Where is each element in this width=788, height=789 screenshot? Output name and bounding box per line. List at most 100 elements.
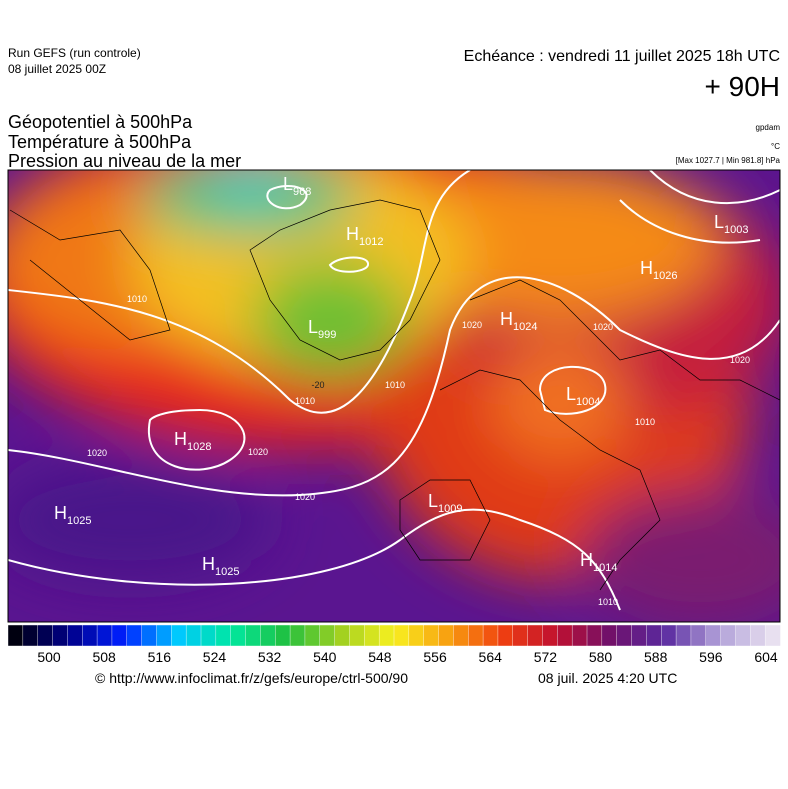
colorbar-tick-label: 572 bbox=[534, 649, 558, 665]
colorbar-tick-label: 596 bbox=[699, 649, 723, 665]
isobar-label: 1010 bbox=[295, 396, 315, 406]
center-value: 968 bbox=[293, 186, 311, 198]
pressure-center: H1024 bbox=[500, 309, 537, 333]
center-value: 1025 bbox=[215, 566, 239, 578]
colorbar-swatch bbox=[646, 624, 662, 647]
run-date: 08 juillet 2025 00Z bbox=[8, 62, 106, 76]
colorbar-swatch bbox=[453, 624, 469, 647]
colorbar-swatch bbox=[423, 624, 440, 647]
pressure-center: H1028 bbox=[174, 429, 211, 453]
colorbar-tick-label: 532 bbox=[258, 649, 282, 665]
map-frame bbox=[7, 169, 781, 623]
center-value: 1014 bbox=[593, 562, 617, 574]
pressure-center: H1025 bbox=[202, 554, 239, 578]
colorbar-swatch bbox=[22, 624, 39, 647]
colorbar-swatch bbox=[156, 624, 173, 647]
field-name: Température à 500hPa bbox=[8, 132, 192, 152]
colorbar-swatch bbox=[185, 624, 202, 647]
colorbar-swatch bbox=[126, 624, 143, 647]
colorbar-swatch bbox=[720, 624, 737, 647]
colorbar-tick-label: 540 bbox=[313, 649, 337, 665]
colorbar-swatch bbox=[601, 624, 618, 647]
colorbar-swatch bbox=[141, 624, 158, 647]
colorbar-swatch bbox=[230, 624, 247, 647]
colorbar-swatch bbox=[571, 624, 588, 647]
colorbar-tick-label: 508 bbox=[92, 649, 116, 665]
colorbar-swatch bbox=[111, 624, 128, 647]
field-name: Géopotentiel à 500hPa bbox=[8, 112, 193, 132]
center-value: 1012 bbox=[359, 236, 383, 248]
colorbar-swatch bbox=[260, 624, 276, 647]
colorbar-swatch bbox=[364, 624, 380, 647]
pressure-center: H1014 bbox=[580, 550, 617, 574]
isobar-label: 1020 bbox=[593, 322, 613, 332]
center-value: 1026 bbox=[653, 270, 677, 282]
center-kind: H bbox=[500, 309, 513, 329]
colorbar-tick-label: 588 bbox=[644, 649, 668, 665]
colorbar-tick-label: 564 bbox=[479, 649, 503, 665]
center-value: 1028 bbox=[187, 441, 211, 453]
center-kind: L bbox=[714, 212, 724, 232]
colorbar-tick-label: 604 bbox=[754, 649, 778, 665]
pressure-center: L1003 bbox=[714, 212, 749, 236]
isobar-label: 1010 bbox=[635, 417, 655, 427]
isobar-label: 1010 bbox=[598, 597, 618, 607]
lead-time: + 90H bbox=[705, 71, 781, 102]
pressure-center: L1009 bbox=[428, 491, 463, 515]
colorbar-swatch bbox=[52, 624, 69, 647]
colorbar-swatch bbox=[631, 624, 648, 647]
colorbar-swatch bbox=[37, 624, 54, 647]
pressure-center: H1026 bbox=[640, 258, 677, 282]
center-kind: L bbox=[428, 491, 438, 511]
timestamp: 08 juil. 2025 4:20 UTC bbox=[538, 670, 677, 686]
run-label: Run GEFS (run controle) bbox=[8, 46, 141, 60]
center-value: 1024 bbox=[513, 321, 537, 333]
colorbar-swatch bbox=[438, 624, 455, 647]
colorbar-swatch bbox=[378, 624, 395, 647]
colorbar-swatch bbox=[215, 624, 232, 647]
isobar-label: -20 bbox=[311, 380, 324, 390]
colorbar-swatch bbox=[512, 624, 529, 647]
map bbox=[8, 170, 780, 622]
center-kind: H bbox=[580, 550, 593, 570]
center-kind: L bbox=[308, 317, 318, 337]
isobar-label: 1020 bbox=[87, 448, 107, 458]
center-kind: L bbox=[566, 384, 576, 404]
center-value: 1004 bbox=[576, 396, 600, 408]
colorbar-swatch bbox=[750, 624, 766, 647]
colorbar-swatch bbox=[690, 624, 707, 647]
colorbar-swatch bbox=[7, 624, 24, 647]
pressure-center: H1025 bbox=[54, 503, 91, 527]
colorbar-swatch bbox=[393, 624, 410, 647]
center-value: 1025 bbox=[67, 515, 91, 527]
colorbar-swatch bbox=[661, 624, 677, 647]
colorbar-swatch bbox=[616, 624, 633, 647]
colorbar-swatch bbox=[171, 624, 187, 647]
unit: [Max 1027.7 | Min 981.8] hPa bbox=[676, 156, 781, 165]
colorbar-swatch bbox=[349, 624, 366, 647]
pressure-center: L999 bbox=[308, 317, 336, 341]
colorbar-tick-label: 580 bbox=[589, 649, 613, 665]
colorbar-swatch bbox=[319, 624, 336, 647]
center-kind: H bbox=[346, 224, 359, 244]
unit: °C bbox=[771, 142, 780, 151]
colorbar-swatch bbox=[735, 624, 752, 647]
colorbar-swatch bbox=[200, 624, 217, 647]
colorbar-tick-label: 500 bbox=[37, 649, 61, 665]
colorbar-swatch bbox=[245, 624, 262, 647]
isobar-label: 1020 bbox=[248, 447, 268, 457]
colorbar-swatch bbox=[675, 624, 692, 647]
isobar-label: 1020 bbox=[462, 320, 482, 330]
colorbar-swatch bbox=[82, 624, 98, 647]
colorbar-swatch bbox=[67, 624, 83, 647]
center-kind: L bbox=[283, 174, 293, 194]
source-url: © http://www.infoclimat.fr/z/gefs/europe… bbox=[95, 670, 408, 686]
colorbar-tick-label: 524 bbox=[203, 649, 227, 665]
colorbar-swatch bbox=[334, 624, 351, 647]
colorbar-swatch bbox=[304, 624, 321, 647]
center-value: 1003 bbox=[724, 224, 748, 236]
center-kind: H bbox=[202, 554, 215, 574]
isobar-label: 1020 bbox=[295, 492, 315, 502]
colorbar-tick-label: 556 bbox=[423, 649, 447, 665]
